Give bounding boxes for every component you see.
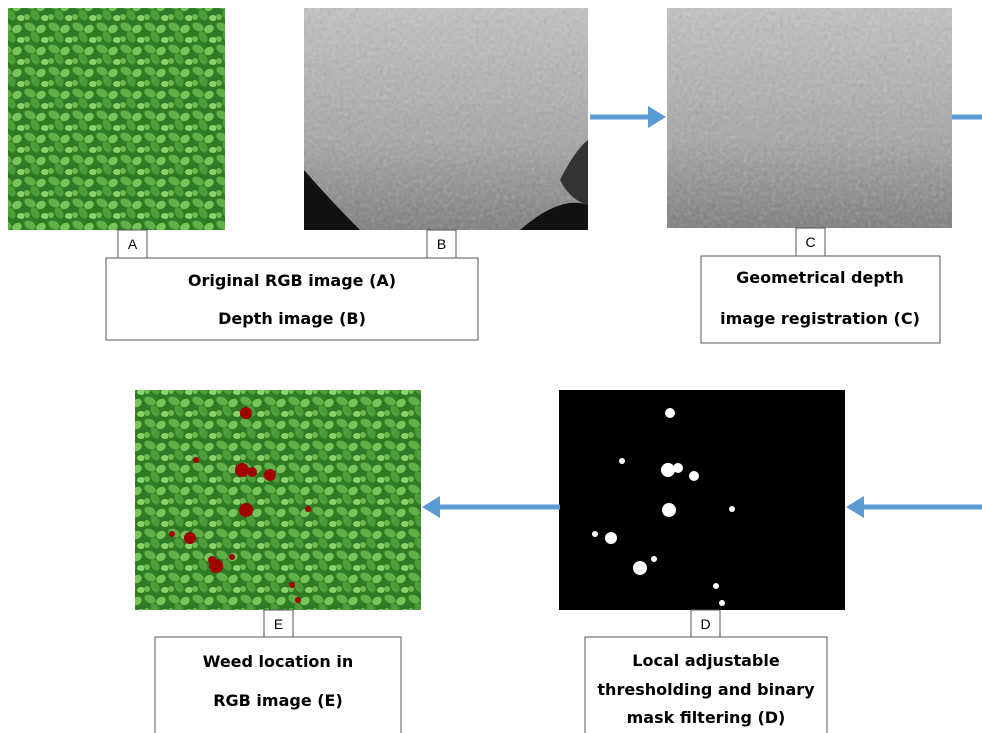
- caption-text: Geometrical depth: [736, 268, 904, 287]
- panel-label: B: [427, 230, 456, 258]
- caption-text: Local adjustable: [632, 651, 780, 670]
- registered-depth-image: [667, 8, 952, 228]
- caption-text: RGB image (E): [213, 691, 343, 710]
- diagram: A B C D E Original RGB image (A) Depth i…: [0, 0, 982, 733]
- caption-text: image registration (C): [720, 309, 920, 328]
- panel-label-text: E: [274, 616, 283, 632]
- caption-text: Depth image (B): [218, 309, 366, 328]
- caption-text: Weed location in: [203, 652, 354, 671]
- weed-location-image: [135, 390, 421, 610]
- panel-label-text: D: [700, 616, 710, 632]
- rgb-image: [8, 8, 225, 230]
- depth-image: [304, 8, 588, 230]
- panel-label: D: [691, 610, 720, 637]
- panel-label: C: [796, 228, 825, 256]
- caption-text: thresholding and binary: [597, 680, 815, 699]
- panel-label-text: B: [437, 236, 446, 252]
- panel-label-text: A: [128, 236, 138, 252]
- arrow: [590, 106, 666, 128]
- arrow: [846, 496, 982, 518]
- caption-text: Original RGB image (A): [188, 271, 396, 290]
- arrow: [422, 496, 560, 518]
- caption-box: Weed location in RGB image (E): [155, 637, 401, 733]
- panel-label-text: C: [805, 234, 815, 250]
- caption-box: Local adjustable thresholding and binary…: [585, 637, 827, 733]
- caption-box: Geometrical depth image registration (C): [701, 256, 940, 343]
- panel-label: A: [118, 230, 147, 258]
- caption-text: mask filtering (D): [627, 708, 786, 727]
- panel-label: E: [264, 610, 293, 637]
- caption-box: Original RGB image (A) Depth image (B): [106, 258, 478, 340]
- binary-mask-image: [559, 390, 845, 610]
